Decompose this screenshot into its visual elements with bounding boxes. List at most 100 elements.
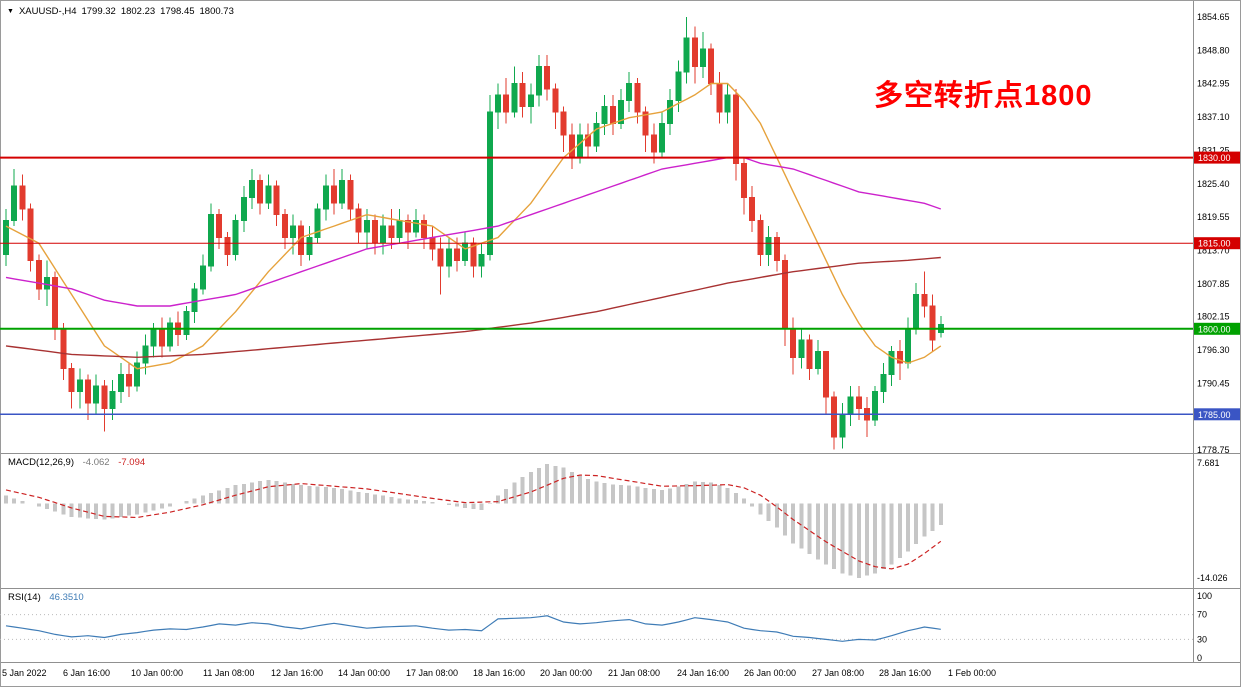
- candle-body: [44, 276, 50, 290]
- symbol-info-bar: ▼ XAUUSD-,H4 1799.32 1802.23 1798.45 180…: [7, 6, 234, 17]
- candle-body: [675, 71, 682, 102]
- candle-body: [388, 225, 395, 239]
- price-badge-1785.00: [1194, 408, 1240, 421]
- candle-body: [700, 48, 706, 67]
- candle-body: [929, 305, 936, 341]
- candle-body: [585, 134, 592, 147]
- price-tick: 1778.75: [1197, 445, 1230, 455]
- price-tick: 1790.45: [1197, 378, 1230, 388]
- time-axis-labels: 5 Jan 2022 6 Jan 16:00 10 Jan 00:00 11 Jan …: [2, 668, 996, 678]
- candlestick-series: [3, 17, 944, 450]
- candle-body: [380, 225, 387, 244]
- ohlc-high-value: 1802.23: [120, 6, 156, 17]
- candle-body: [880, 373, 887, 392]
- time-label: 6 Jan 16:00: [63, 668, 110, 678]
- candle-body: [273, 185, 280, 216]
- candle-body: [913, 294, 920, 330]
- candle-body: [536, 65, 542, 96]
- time-label: 1 Feb 00:00: [948, 668, 996, 678]
- macd-tick: 7.681: [1197, 458, 1220, 468]
- ma-fast-line: [5, 82, 942, 370]
- rsi-axis-labels: 100 70 30 0: [1197, 591, 1212, 663]
- svg-text:1830.00: 1830.00: [1198, 153, 1231, 163]
- candle-body: [290, 225, 296, 239]
- candle-body: [281, 214, 288, 238]
- price-tick: 1854.65: [1197, 12, 1230, 22]
- candle-body: [872, 391, 879, 421]
- candle-body: [167, 322, 173, 347]
- candle-body: [519, 83, 526, 107]
- time-label: 26 Jan 00:00: [744, 668, 796, 678]
- candle-body: [650, 134, 657, 153]
- candle-body: [306, 237, 313, 256]
- time-label: 17 Jan 08:00: [406, 668, 458, 678]
- rsi-value: 46.3510: [49, 592, 84, 603]
- candle-body: [11, 185, 18, 221]
- candle-body: [478, 254, 485, 267]
- dropdown-arrow-icon[interactable]: ▼: [7, 8, 14, 15]
- candle-body: [888, 351, 895, 375]
- candle-body: [413, 219, 419, 233]
- candle-body: [372, 219, 378, 244]
- price-tick: 1813.70: [1197, 246, 1230, 256]
- candle-body: [773, 237, 780, 261]
- svg-text:1800.00: 1800.00: [1198, 324, 1231, 334]
- candle-body: [831, 396, 838, 438]
- candle-body: [544, 65, 551, 90]
- price-badge-1800.00: [1194, 322, 1240, 335]
- candle-body: [322, 185, 329, 210]
- candle-body: [339, 179, 346, 204]
- candle-body: [265, 185, 272, 204]
- candle-body: [331, 185, 337, 204]
- candle-body: [691, 37, 698, 67]
- macd-signal-value: -7.094: [118, 457, 146, 468]
- candle-body: [150, 328, 157, 347]
- candle-body: [708, 48, 715, 84]
- macd-indicator-label: MACD(12,26,9) -4.062 -7.094: [8, 457, 145, 468]
- price-tick: 1831.25: [1197, 146, 1230, 156]
- annotation-text: 多空转折点1800: [874, 80, 1093, 112]
- rsi-name: RSI(14): [8, 592, 41, 603]
- candle-body: [445, 248, 452, 267]
- candle-body: [68, 368, 75, 393]
- candle-body: [142, 345, 149, 364]
- macd-main-value: -4.062: [82, 457, 110, 468]
- candle-body: [757, 219, 764, 256]
- rsi-levels: [0, 614, 1193, 640]
- candle-body: [896, 351, 903, 364]
- candle-body: [749, 197, 756, 221]
- candle-body: [314, 208, 321, 238]
- candle-body: [814, 351, 821, 370]
- price-tick: 1802.15: [1197, 312, 1230, 322]
- time-label: 21 Jan 08:00: [608, 668, 660, 678]
- candle-body: [76, 379, 83, 393]
- candle-body: [224, 237, 231, 256]
- candle-body: [347, 179, 354, 210]
- ma-mid-line: [5, 156, 942, 307]
- candle-body: [905, 328, 911, 364]
- rsi-tick: 0: [1197, 653, 1202, 663]
- candle-body: [790, 328, 797, 358]
- candle-body: [823, 351, 829, 398]
- macd-signal-line: [5, 474, 942, 570]
- price-tick: 1848.80: [1197, 45, 1230, 55]
- candle-body: [527, 94, 534, 107]
- price-tick: 1807.85: [1197, 279, 1230, 289]
- candle-body: [85, 379, 91, 404]
- time-label: 14 Jan 00:00: [338, 668, 390, 678]
- ohlc-close-value: 1800.73: [199, 6, 234, 17]
- candle-body: [101, 385, 108, 410]
- candle-body: [568, 134, 575, 159]
- candle-body: [667, 100, 674, 124]
- macd-axis-labels: 7.681 -14.026: [1197, 458, 1228, 583]
- candle-body: [618, 100, 624, 124]
- candle-body: [454, 248, 460, 261]
- ma-slow-line: [5, 256, 941, 359]
- macd-histogram: [4, 464, 943, 578]
- price-tick: 1819.55: [1197, 212, 1230, 222]
- candle-body: [683, 37, 690, 73]
- svg-text:1785.00: 1785.00: [1198, 410, 1231, 420]
- candle-body: [552, 88, 559, 113]
- time-label: 11 Jan 08:00: [203, 668, 254, 678]
- candle-body: [782, 259, 788, 330]
